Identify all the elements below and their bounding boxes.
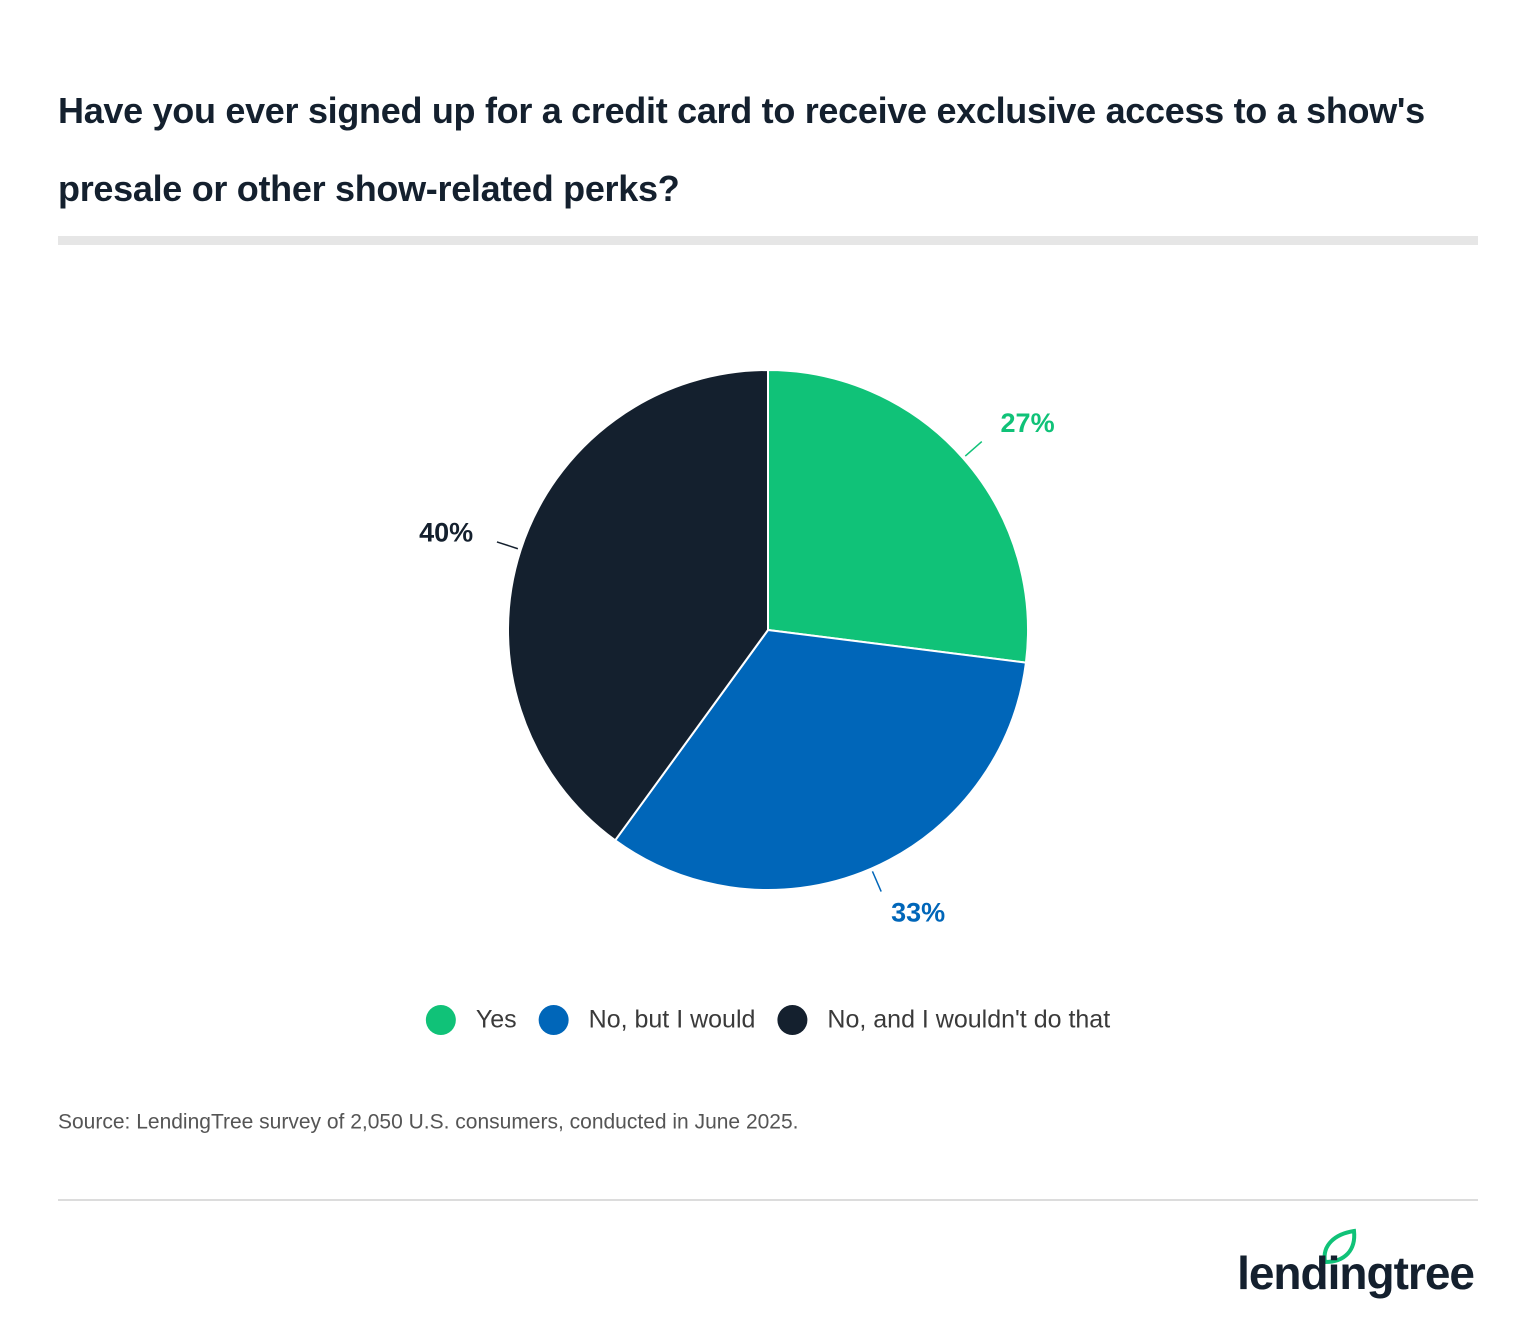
logo-leaf xyxy=(1322,1228,1357,1265)
legend-marker xyxy=(425,1005,456,1035)
pie-slice xyxy=(767,368,1029,664)
legend-label: No, and I wouldn't do that xyxy=(827,1006,1110,1034)
data-label: 27% xyxy=(1001,408,1055,438)
data-label: 40% xyxy=(419,517,473,547)
leader-line xyxy=(964,440,983,457)
pie-slice xyxy=(507,368,769,842)
pie-slice xyxy=(613,628,1028,891)
chart-title: Have you ever signed up for a credit car… xyxy=(58,90,1425,209)
legend-marker xyxy=(777,1005,808,1035)
leader-line xyxy=(496,541,519,550)
legend-marker xyxy=(538,1005,569,1035)
leader-line xyxy=(871,871,882,892)
data-label: 33% xyxy=(891,898,945,928)
brand-logo: lendingtree xyxy=(1237,1247,1474,1299)
legend-label: Yes xyxy=(476,1006,517,1034)
title-rule xyxy=(58,236,1478,245)
source-note: Source: LendingTree survey of 2,050 U.S.… xyxy=(58,1111,799,1134)
legend-label: No, but I would xyxy=(589,1006,756,1034)
